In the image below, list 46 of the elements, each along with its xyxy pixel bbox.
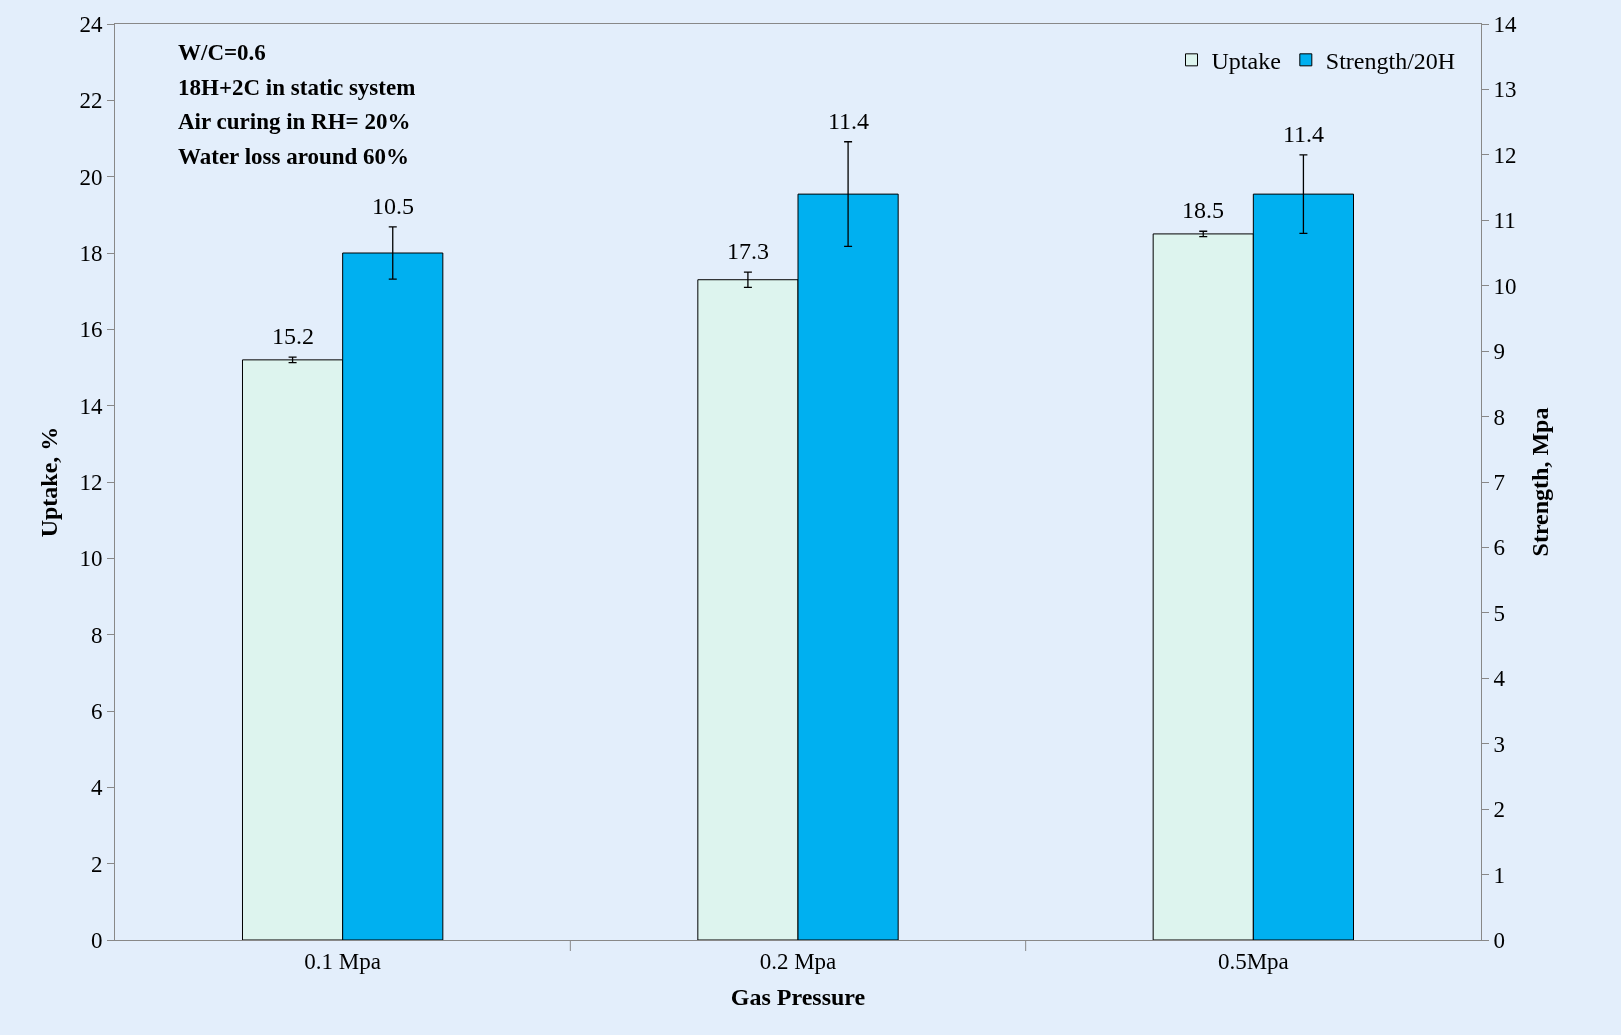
annotation: W/C=0.6 [178, 40, 266, 65]
data-label: 15.2 [272, 323, 314, 349]
y2-tick-label: 11 [1493, 208, 1516, 234]
data-label: 10.5 [372, 193, 414, 219]
y2-tick-label: 0 [1493, 928, 1506, 954]
legend-label: Strength/20H [1325, 48, 1456, 75]
y2-axis-title: Strength, Mpa [1527, 407, 1554, 557]
y-tick-label: 24 [79, 12, 103, 38]
data-label: 17.3 [727, 238, 769, 264]
y-tick-label: 18 [79, 241, 103, 267]
y-tick-label: 12 [79, 470, 103, 496]
y2-tick-label: 3 [1493, 731, 1506, 757]
y2-tick-label: 6 [1493, 535, 1506, 561]
y-tick-label: 10 [79, 546, 103, 572]
data-label: 11.4 [828, 108, 870, 134]
x-axis-title: Gas Pressure [730, 983, 866, 1010]
y2-tick-label: 7 [1493, 470, 1506, 496]
x-tick-label: 0.5Mpa [1217, 948, 1289, 974]
x-tick-label: 0.2 Mpa [759, 948, 837, 974]
y2-tick-label: 4 [1493, 666, 1506, 692]
y2-tick-label: 10 [1493, 273, 1517, 299]
y-tick-label: 16 [79, 317, 103, 343]
y-tick-label: 4 [90, 775, 103, 801]
annotation: 18H+2C in static system [178, 75, 416, 100]
x-tick-label: 0.1 Mpa [304, 948, 382, 974]
y-tick-label: 6 [90, 699, 103, 725]
y-tick-label: 8 [90, 622, 103, 648]
y-tick-label: 14 [79, 393, 103, 419]
y-tick-label: 22 [79, 88, 103, 114]
y2-tick-label: 5 [1493, 600, 1506, 626]
y2-tick-label: 8 [1493, 404, 1506, 430]
y-tick-label: 0 [90, 928, 103, 954]
y2-tick-label: 9 [1493, 339, 1506, 365]
legend-label: Uptake [1211, 48, 1281, 75]
y-axis-title: Uptake, % [35, 426, 62, 538]
y2-tick-label: 2 [1493, 797, 1506, 823]
data-label: 18.5 [1182, 197, 1224, 223]
y-tick-label: 20 [79, 164, 103, 190]
y2-tick-label: 12 [1493, 142, 1517, 168]
annotation: Air curing in RH= 20% [178, 109, 411, 134]
data-label: 11.4 [1283, 121, 1325, 147]
y2-tick-label: 14 [1493, 12, 1518, 38]
y-tick-label: 2 [90, 851, 103, 877]
y2-tick-label: 1 [1493, 862, 1506, 888]
annotation: Water loss around 60% [178, 144, 410, 169]
y2-tick-label: 13 [1493, 77, 1517, 103]
